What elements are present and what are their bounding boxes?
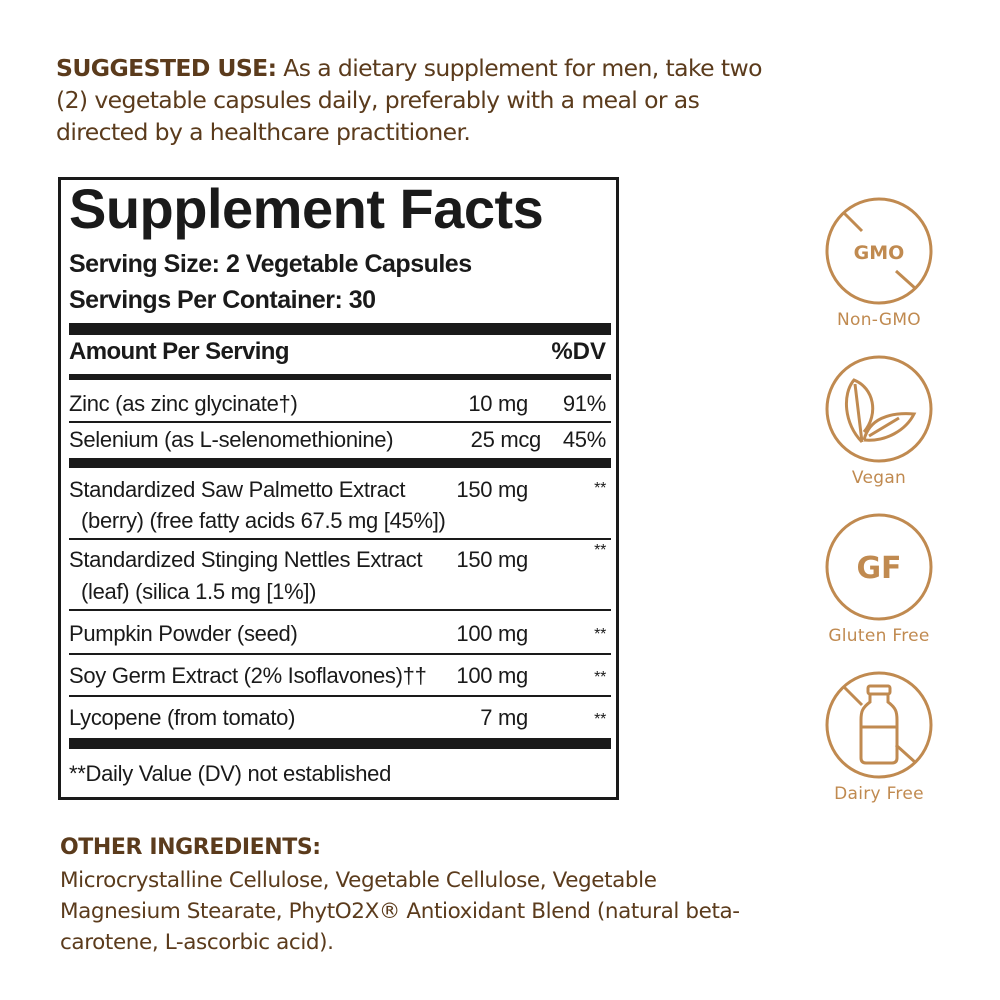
nutrient-amount: 10 mg bbox=[468, 391, 528, 416]
nutrient-dv: 45% bbox=[562, 427, 606, 452]
nutrient-name: Soy Germ Extract (2% Isoflavones)†† bbox=[69, 663, 427, 688]
nutrient-name: Standardized Stinging Nettles Extract bbox=[69, 547, 423, 572]
nutrient-dv: ** bbox=[594, 626, 606, 643]
footnote: **Daily Value (DV) not established bbox=[69, 761, 392, 786]
nutrient-dv: ** bbox=[594, 669, 606, 686]
divider-thick bbox=[69, 738, 611, 749]
gluten-free-icon: GF bbox=[825, 513, 933, 621]
nutrient-name: Lycopene (from tomato) bbox=[69, 705, 296, 730]
facts-title: Supplement Facts bbox=[69, 177, 544, 240]
divider bbox=[69, 538, 611, 540]
gf-glyph: GF bbox=[856, 551, 901, 586]
badge-non-gmo: GMO Non-GMO bbox=[824, 196, 934, 330]
divider bbox=[69, 421, 611, 423]
badge-label: Gluten Free bbox=[828, 626, 930, 646]
amount-per-serving-header: Amount Per Serving bbox=[69, 338, 290, 365]
badge-gluten-free: GF Gluten Free bbox=[824, 512, 934, 646]
gmo-glyph: GMO bbox=[854, 242, 905, 264]
other-ingredients: OTHER INGREDIENTS: Microcrystalline Cell… bbox=[60, 832, 780, 958]
divider bbox=[69, 609, 611, 611]
nutrient-detail: (leaf) (silica 1.5 mg [1%]) bbox=[81, 579, 317, 604]
divider bbox=[69, 653, 611, 655]
suggested-use-text: As a dietary supplement for men, take tw… bbox=[56, 54, 762, 146]
nutrient-name: Selenium (as L-selenomethionine) bbox=[69, 427, 394, 452]
suggested-use-heading: SUGGESTED USE: bbox=[56, 54, 277, 82]
suggested-use: SUGGESTED USE: As a dietary supplement f… bbox=[56, 52, 786, 148]
nutrient-name: Pumpkin Powder (seed) bbox=[69, 621, 298, 646]
no-gmo-icon: GMO bbox=[825, 197, 933, 305]
nutrient-detail: (berry) (free fatty acids 67.5 mg [45%]) bbox=[81, 508, 446, 533]
other-ingredients-text: Microcrystalline Cellulose, Vegetable Ce… bbox=[60, 868, 740, 955]
divider-thick bbox=[69, 458, 611, 468]
nutrient-dv: 91% bbox=[562, 391, 606, 416]
leaf-icon bbox=[825, 355, 933, 463]
nutrient-dv: ** bbox=[594, 711, 606, 728]
divider-medium bbox=[69, 374, 611, 380]
divider-thick bbox=[69, 323, 611, 335]
nutrient-amount: 25 mcg bbox=[470, 427, 542, 452]
other-ingredients-heading: OTHER INGREDIENTS: bbox=[60, 835, 321, 860]
servings-per-container: Servings Per Container: 30 bbox=[69, 286, 376, 314]
supplement-facts-panel: Supplement Facts Serving Size: 2 Vegetab… bbox=[58, 177, 619, 800]
badge-label: Non-GMO bbox=[837, 310, 921, 330]
nutrient-name: Zinc (as zinc glycinate†) bbox=[69, 391, 298, 416]
no-milk-bottle-icon bbox=[825, 671, 933, 779]
divider bbox=[69, 695, 611, 697]
nutrient-name: Standardized Saw Palmetto Extract bbox=[69, 477, 406, 502]
nutrient-amount: 100 mg bbox=[456, 621, 528, 646]
badge-vegan: Vegan bbox=[824, 354, 934, 488]
nutrient-dv: ** bbox=[594, 542, 606, 559]
badge-label: Vegan bbox=[851, 468, 907, 488]
badge-dairy-free: Dairy Free bbox=[824, 670, 934, 804]
nutrient-amount: 100 mg bbox=[456, 663, 528, 688]
badge-label: Dairy Free bbox=[834, 784, 924, 804]
nutrient-amount: 7 mg bbox=[480, 705, 528, 730]
serving-size: Serving Size: 2 Vegetable Capsules bbox=[69, 250, 472, 278]
nutrient-amount: 150 mg bbox=[456, 547, 528, 572]
nutrient-amount: 150 mg bbox=[456, 477, 528, 502]
nutrient-dv: ** bbox=[594, 480, 606, 497]
dv-header: %DV bbox=[551, 338, 606, 365]
